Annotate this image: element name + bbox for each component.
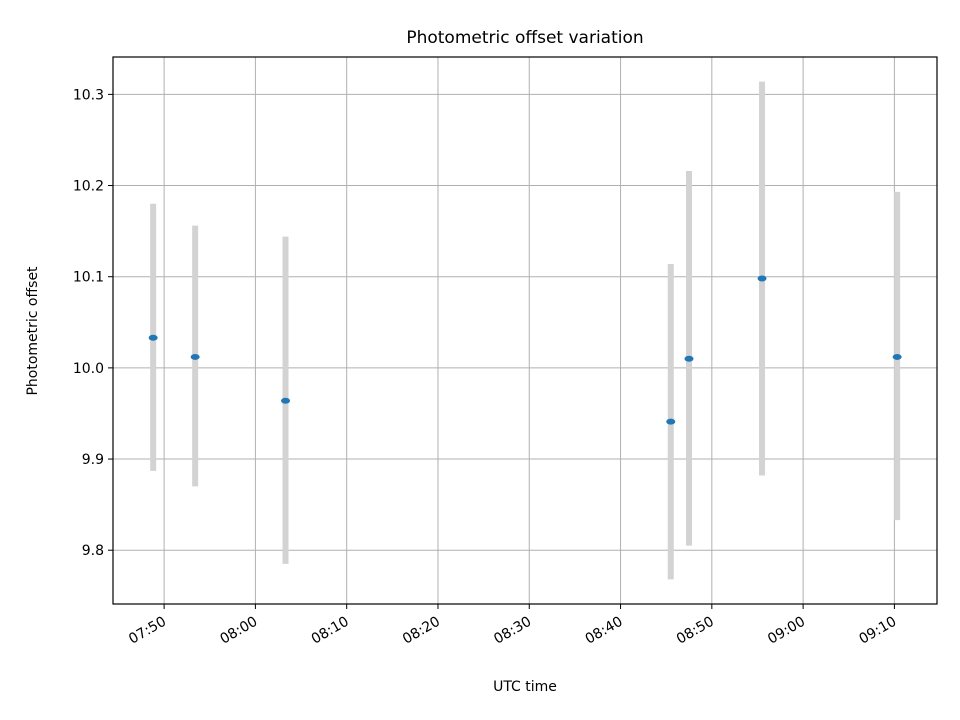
data-point (666, 418, 676, 425)
plot-area-frame (112, 56, 938, 605)
y-axis-label: Photometric offset (25, 266, 41, 396)
y-tick-label: 10.2 (73, 179, 104, 195)
data-point (892, 353, 902, 360)
y-tick-label: 9.8 (82, 543, 104, 559)
y-tick-label: 9.9 (82, 452, 104, 468)
data-point (757, 275, 767, 282)
y-tick-label: 10.1 (73, 270, 104, 286)
x-axis-label: UTC time (493, 679, 557, 695)
data-points (148, 275, 902, 425)
data-point (281, 397, 291, 404)
data-point (148, 334, 158, 341)
y-tick-label: 10.0 (73, 361, 104, 377)
y-tick-label: 10.3 (73, 87, 104, 103)
grid (113, 57, 937, 604)
y-axis: 9.8 9.9 10.0 10.1 10.2 10.3 (73, 87, 113, 559)
chart-title: Photometric offset variation (406, 28, 643, 48)
data-point (684, 355, 694, 362)
data-point (190, 353, 200, 360)
